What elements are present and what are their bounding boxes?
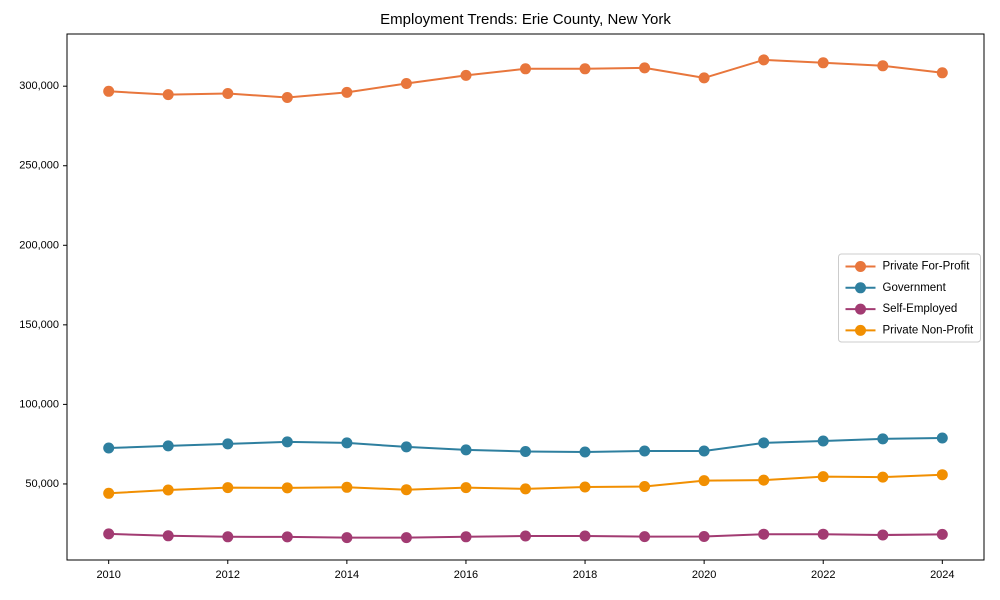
data-point: [222, 531, 234, 543]
data-point: [341, 532, 353, 544]
data-point: [103, 487, 115, 499]
data-point: [758, 54, 770, 66]
y-tick-label: 100,000: [19, 398, 59, 410]
y-tick-label: 300,000: [19, 80, 59, 92]
plot-frame: [66, 33, 985, 561]
legend-label: Government: [883, 282, 947, 294]
x-tick-label: 2018: [573, 569, 597, 581]
data-point: [579, 481, 591, 493]
data-point: [460, 531, 472, 543]
x-tick-label: 2024: [930, 569, 954, 581]
data-point: [877, 529, 889, 541]
data-point: [400, 441, 412, 453]
legend-marker: [855, 324, 866, 336]
legend-label: Private Non-Profit: [883, 324, 975, 336]
data-point: [817, 435, 829, 447]
data-point: [936, 528, 948, 540]
data-point: [817, 528, 829, 540]
x-tick-label: 2022: [811, 569, 835, 581]
data-point: [281, 92, 293, 103]
data-point: [341, 86, 353, 98]
data-point: [281, 436, 293, 448]
data-point: [281, 482, 293, 494]
data-point: [460, 444, 472, 456]
legend-label: Self-Employed: [883, 303, 958, 315]
data-point: [758, 437, 770, 449]
data-point: [877, 60, 889, 72]
data-point: [520, 63, 531, 75]
legend-marker: [855, 282, 866, 294]
data-point: [758, 528, 770, 540]
data-point: [460, 482, 472, 494]
data-point: [222, 438, 234, 450]
data-point: [460, 69, 472, 81]
data-point: [698, 445, 710, 457]
data-point: [817, 57, 829, 69]
data-point: [639, 62, 651, 74]
legend-box: [838, 253, 981, 343]
data-point: [877, 471, 889, 483]
data-point: [400, 484, 412, 496]
data-point: [103, 528, 115, 540]
y-tick-label: 150,000: [19, 319, 59, 331]
data-point: [162, 89, 174, 101]
data-point: [579, 446, 591, 458]
data-point: [222, 88, 234, 99]
data-point: [579, 530, 591, 542]
data-point: [281, 531, 293, 543]
data-point: [400, 78, 412, 89]
data-point: [698, 72, 710, 84]
data-point: [639, 445, 651, 457]
data-point: [936, 432, 948, 444]
y-tick-label: 200,000: [19, 239, 59, 251]
legend-label: Private For-Profit: [883, 261, 971, 273]
data-point: [162, 484, 174, 496]
data-point: [698, 531, 710, 542]
legend-marker: [855, 261, 866, 272]
data-point: [877, 433, 889, 445]
y-tick-label: 50,000: [25, 478, 59, 490]
data-point: [341, 437, 353, 449]
data-point: [639, 531, 651, 543]
data-point: [162, 440, 174, 452]
data-point: [698, 475, 710, 487]
x-tick-label: 2020: [692, 569, 716, 581]
data-point: [341, 481, 353, 493]
y-tick-label: 250,000: [19, 160, 59, 172]
data-point: [639, 481, 651, 492]
data-point: [222, 482, 234, 494]
data-point: [758, 474, 770, 486]
data-point: [520, 483, 531, 495]
data-point: [936, 67, 948, 79]
data-point: [936, 469, 948, 481]
data-point: [400, 532, 412, 544]
data-point: [103, 85, 115, 97]
data-point: [103, 442, 115, 454]
legend-marker: [855, 303, 866, 315]
x-tick-label: 2012: [216, 569, 240, 581]
x-tick-label: 2014: [335, 569, 359, 581]
data-point: [817, 471, 829, 483]
x-tick-label: 2010: [96, 569, 120, 581]
data-point: [520, 446, 531, 457]
chart-title: Employment Trends: Erie County, New York: [380, 11, 671, 28]
data-point: [162, 530, 174, 542]
x-tick-label: 2016: [454, 569, 478, 581]
data-point: [520, 530, 531, 542]
data-point: [579, 63, 591, 75]
